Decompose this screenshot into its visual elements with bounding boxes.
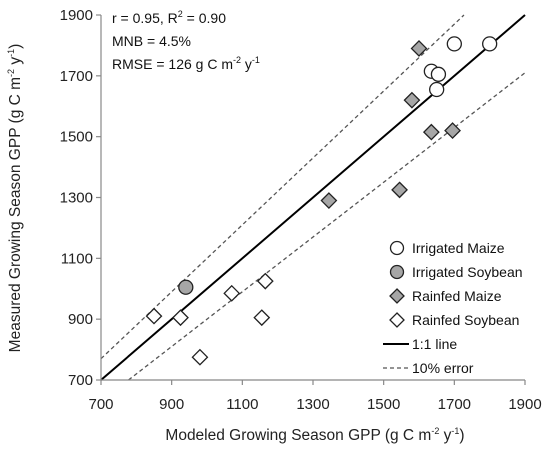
point-rainfed-maize [391, 181, 408, 199]
y-tick-label: 1100 [61, 250, 93, 267]
y-tick-label: 700 [68, 372, 93, 389]
stats-annotation: r = 0.95, R2 = 0.90 MNB = 4.5% RMSE = 12… [112, 9, 260, 72]
point-rainfed-soybean [191, 348, 209, 366]
point-irrigated-soybean [178, 279, 194, 295]
x-tick-label: 1100 [226, 396, 258, 413]
legend: Irrigated Maize Irrigated Soybean Rainfe… [383, 240, 523, 376]
y-tick-label: 900 [68, 311, 93, 328]
legend-label-ten-percent-error: 10% error [412, 360, 474, 376]
point-rainfed-soybean [145, 307, 163, 325]
legend-marker-irrigated-soybean [389, 264, 405, 280]
point-rainfed-maize [320, 192, 338, 209]
data-points [145, 36, 498, 366]
y-tick-label: 1900 [60, 7, 93, 24]
x-tick-label: 1300 [296, 396, 329, 413]
y-tick-label: 1300 [60, 190, 93, 207]
point-rainfed-soybean [223, 284, 241, 302]
point-rainfed-maize [422, 123, 440, 141]
x-tick-label: 1500 [367, 396, 400, 413]
upper-ten-percent-line [100, 14, 465, 360]
point-rainfed-soybean [172, 309, 189, 327]
x-tick-label: 1700 [438, 396, 471, 413]
point-rainfed-maize [403, 91, 421, 109]
legend-marker-irrigated-maize [389, 240, 405, 256]
point-irrigated-maize [430, 66, 447, 82]
legend-label-rainfed-maize: Rainfed Maize [412, 288, 502, 304]
y-tick-label: 1500 [60, 129, 93, 146]
y-axis-title: Measured Growing Season GPP (g C m-2 y-1… [6, 44, 24, 353]
stats-line-rmse: RMSE = 126 g C m-2 y-1 [112, 55, 260, 72]
point-irrigated-maize [482, 36, 498, 52]
x-tick-label: 1900 [508, 396, 541, 413]
point-irrigated-maize [446, 36, 462, 52]
stats-line-mnb: MNB = 4.5% [112, 33, 191, 49]
legend-label-one-to-one: 1:1 line [412, 336, 457, 352]
legend-label-irrigated-soybean: Irrigated Soybean [412, 264, 523, 280]
x-tick-label: 700 [88, 396, 113, 413]
stats-line-r: r = 0.95, R2 = 0.90 [112, 9, 226, 26]
tick-labels: 700 900 1100 1300 1500 1700 1900 700 900 1100 1300… [60, 7, 542, 413]
x-axis-title: Modeled Growing Season GPP (g C m-2 y-1) [165, 426, 464, 444]
point-rainfed-soybean [256, 272, 274, 290]
x-tick-label: 900 [159, 396, 184, 413]
one-to-one-line [100, 14, 526, 381]
axes [96, 14, 526, 385]
y-tick-label: 1700 [60, 68, 93, 85]
legend-marker-rainfed-soybean [389, 312, 405, 328]
point-rainfed-soybean [253, 309, 271, 327]
point-irrigated-maize [429, 81, 445, 98]
legend-label-irrigated-maize: Irrigated Maize [412, 240, 505, 256]
point-rainfed-maize [444, 122, 461, 140]
legend-marker-rainfed-maize [389, 288, 405, 304]
point-rainfed-maize [410, 40, 428, 57]
reference-lines [100, 14, 526, 381]
legend-label-rainfed-soybean: Rainfed Soybean [412, 312, 519, 328]
